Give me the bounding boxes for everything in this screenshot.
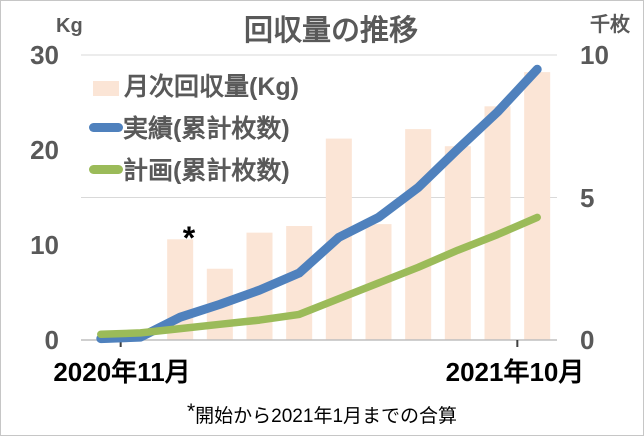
bar-2021年10月 — [524, 72, 551, 340]
x-axis-label-end: 2021年10月 — [445, 357, 585, 387]
footnote-text: 開始から2021年1月までの合算 — [195, 406, 458, 427]
footnote-asterisk: * — [186, 400, 196, 423]
left-axis-tick-20: 20 — [30, 135, 59, 165]
legend-swatch-bar — [93, 81, 119, 96]
asterisk-annotation: * — [182, 220, 196, 256]
legend-label-plan-line: 計画(累計枚数) — [123, 157, 290, 185]
left-axis-tick-0: 0 — [44, 325, 59, 355]
plan-line — [97, 213, 541, 339]
bar-2021年4月 — [286, 226, 313, 340]
bar-2021年7月 — [405, 129, 432, 340]
right-axis-tick-10: 10 — [580, 40, 609, 70]
left-axis-tick-30: 30 — [30, 40, 59, 70]
legend-label-monthly-bar: 月次回収量(Kg) — [124, 73, 299, 101]
actual-line — [96, 64, 542, 344]
left-axis-tick-10: 10 — [30, 230, 59, 260]
x-axis-label-start: 2020年11月 — [53, 357, 191, 387]
chart-title: 回収量の推移 — [243, 15, 419, 47]
footnote: *開始から2021年1月までの合算 — [1, 400, 643, 428]
right-axis-tick-0: 0 — [580, 325, 595, 355]
right-axis-tick-5: 5 — [580, 182, 595, 213]
right-axis-unit-label: 千枚 — [590, 14, 630, 36]
legend-swatch-plan-line — [89, 165, 123, 174]
legend-label-actual-line: 実績(累計枚数) — [123, 115, 290, 143]
bar-2021年9月 — [484, 106, 511, 340]
left-axis-unit-label: Kg — [56, 15, 83, 37]
legend-swatch-actual-line — [89, 123, 123, 132]
